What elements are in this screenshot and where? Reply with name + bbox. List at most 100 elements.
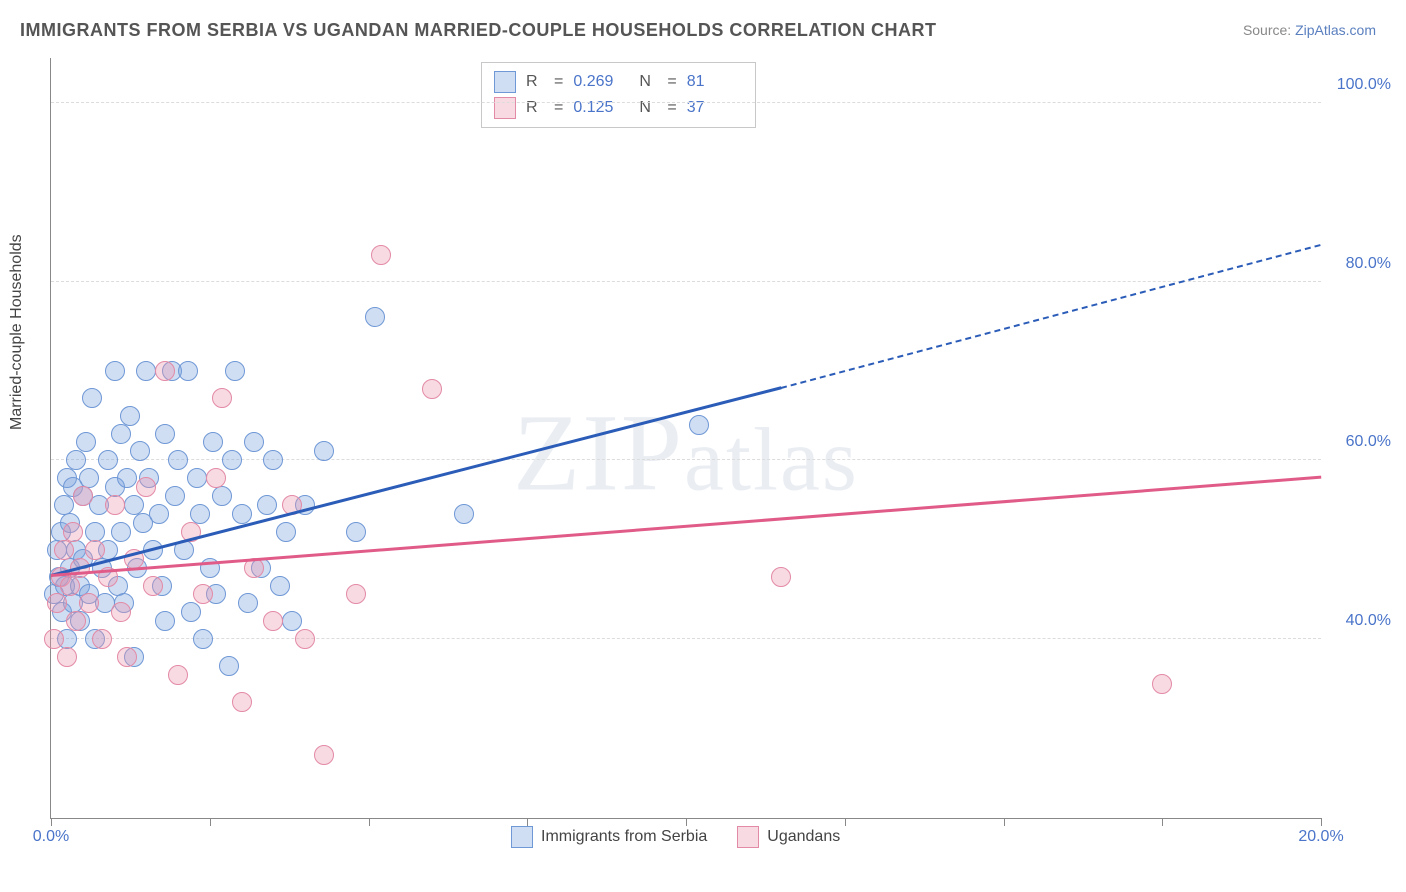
data-point — [105, 361, 125, 381]
data-point — [117, 468, 137, 488]
data-point — [149, 504, 169, 524]
data-point — [66, 611, 86, 631]
data-point — [44, 629, 64, 649]
legend-series: Immigrants from Serbia Ugandans — [511, 826, 840, 848]
gridline — [51, 281, 1321, 282]
data-point — [771, 567, 791, 587]
data-point — [178, 361, 198, 381]
data-point — [47, 593, 67, 613]
data-point — [76, 432, 96, 452]
legend-swatch-serbia — [494, 71, 516, 93]
data-point — [136, 477, 156, 497]
gridline — [51, 102, 1321, 103]
watermark: ZIPatlas — [513, 390, 859, 517]
y-tick-label: 40.0% — [1346, 612, 1391, 630]
data-point — [206, 468, 226, 488]
data-point — [117, 647, 137, 667]
data-point — [143, 576, 163, 596]
y-tick-label: 60.0% — [1346, 433, 1391, 451]
source-attribution: Source: ZipAtlas.com — [1243, 22, 1376, 38]
data-point — [222, 450, 242, 470]
data-point — [232, 504, 252, 524]
plot-area: ZIPatlas R= 0.269 N= 81 R= 0.125 N= 37 I… — [50, 58, 1321, 819]
legend-label: Immigrants from Serbia — [541, 828, 707, 846]
data-point — [1152, 674, 1172, 694]
source-value: ZipAtlas.com — [1295, 22, 1376, 38]
data-point — [73, 486, 93, 506]
data-point — [257, 495, 277, 515]
data-point — [155, 361, 175, 381]
data-point — [282, 611, 302, 631]
r-value-serbia: 0.269 — [573, 73, 629, 91]
data-point — [276, 522, 296, 542]
data-point — [111, 602, 131, 622]
legend-label: Ugandans — [767, 828, 840, 846]
data-point — [124, 495, 144, 515]
data-point — [82, 388, 102, 408]
x-tick — [210, 818, 211, 826]
data-point — [120, 406, 140, 426]
data-point — [225, 361, 245, 381]
y-tick-label: 100.0% — [1337, 76, 1391, 94]
legend-stats-row: R= 0.125 N= 37 — [494, 95, 743, 121]
data-point — [314, 745, 334, 765]
data-point — [212, 388, 232, 408]
data-point — [454, 504, 474, 524]
x-tick — [1321, 818, 1322, 826]
data-point — [187, 468, 207, 488]
data-point — [422, 379, 442, 399]
legend-item-serbia: Immigrants from Serbia — [511, 826, 707, 848]
x-tick — [527, 818, 528, 826]
data-point — [365, 307, 385, 327]
data-point — [168, 665, 188, 685]
x-tick — [1004, 818, 1005, 826]
legend-stats-row: R= 0.269 N= 81 — [494, 69, 743, 95]
data-point — [57, 647, 77, 667]
gridline — [51, 638, 1321, 639]
data-point — [66, 450, 86, 470]
source-label: Source: — [1243, 22, 1291, 38]
chart-title: IMMIGRANTS FROM SERBIA VS UGANDAN MARRIE… — [20, 20, 937, 41]
data-point — [105, 495, 125, 515]
data-point — [54, 540, 74, 560]
y-axis-label: Married-couple Households — [8, 234, 26, 430]
data-point — [203, 432, 223, 452]
data-point — [193, 584, 213, 604]
data-point — [168, 450, 188, 470]
data-point — [190, 504, 210, 524]
data-point — [155, 611, 175, 631]
data-point — [263, 611, 283, 631]
n-value-serbia: 81 — [687, 73, 743, 91]
x-tick-label: 0.0% — [33, 828, 69, 846]
data-point — [238, 593, 258, 613]
data-point — [689, 415, 709, 435]
data-point — [232, 692, 252, 712]
data-point — [314, 441, 334, 461]
data-point — [263, 450, 283, 470]
data-point — [79, 593, 99, 613]
data-point — [219, 656, 239, 676]
legend-stats: R= 0.269 N= 81 R= 0.125 N= 37 — [481, 62, 756, 128]
x-tick-label: 20.0% — [1298, 828, 1343, 846]
data-point — [136, 361, 156, 381]
data-point — [92, 629, 112, 649]
legend-swatch-ugandans — [494, 97, 516, 119]
data-point — [371, 245, 391, 265]
data-point — [244, 432, 264, 452]
x-tick — [369, 818, 370, 826]
data-point — [212, 486, 232, 506]
legend-swatch-ugandans — [737, 826, 759, 848]
data-point — [130, 441, 150, 461]
data-point — [111, 424, 131, 444]
data-point — [295, 629, 315, 649]
data-point — [193, 629, 213, 649]
data-point — [270, 576, 290, 596]
x-tick — [845, 818, 846, 826]
x-tick — [1162, 818, 1163, 826]
x-tick — [51, 818, 52, 826]
data-point — [60, 576, 80, 596]
data-point — [98, 450, 118, 470]
data-point — [63, 522, 83, 542]
data-point — [111, 522, 131, 542]
data-point — [155, 424, 175, 444]
